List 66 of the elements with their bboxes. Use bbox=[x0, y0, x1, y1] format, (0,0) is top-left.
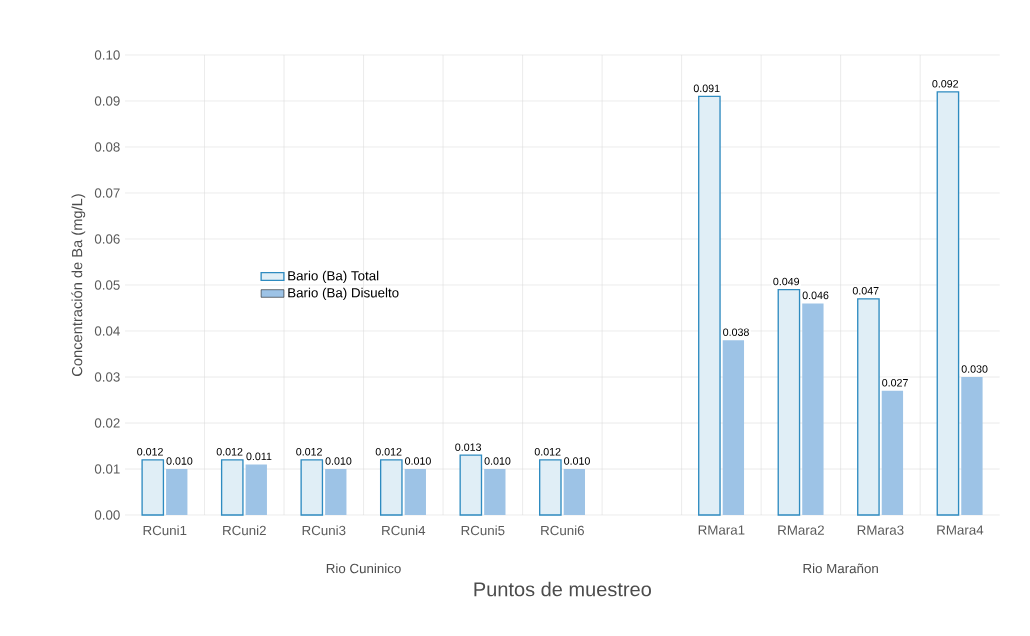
data-label: 0.047 bbox=[852, 286, 879, 295]
text: 0.09 bbox=[94, 96, 120, 106]
text: 0.07 bbox=[94, 188, 120, 198]
data-label: 0.012 bbox=[375, 447, 402, 456]
data-label: 0.013 bbox=[455, 443, 482, 451]
text: 0.10 bbox=[94, 50, 120, 60]
bar bbox=[936, 91, 960, 516]
text: 0.03 bbox=[94, 372, 120, 382]
data-label: 0.010 bbox=[166, 457, 193, 465]
bar bbox=[802, 303, 824, 515]
data-label: 0.011 bbox=[246, 452, 272, 461]
text: 0.06 bbox=[94, 234, 120, 244]
bar bbox=[698, 95, 721, 516]
x-tick-label: RCuni2 bbox=[223, 525, 266, 536]
bar bbox=[722, 340, 745, 515]
text: 0.02 bbox=[94, 418, 120, 428]
data-label: 0.027 bbox=[882, 378, 908, 387]
data-label: 0.012 bbox=[137, 447, 163, 456]
text: 0.00 bbox=[94, 510, 120, 520]
text: 0.05 bbox=[94, 280, 120, 290]
x-tick-label: RCuni6 bbox=[541, 525, 584, 536]
bar bbox=[166, 469, 188, 515]
data-label: 0.010 bbox=[325, 457, 352, 465]
y-axis-title: Concentración de Ba (mg/L) bbox=[71, 194, 86, 376]
x-tick-label: RCuni3 bbox=[302, 525, 346, 536]
data-label: 0.010 bbox=[564, 457, 590, 465]
data-label: 0.092 bbox=[932, 79, 959, 88]
bar bbox=[539, 459, 562, 516]
bar bbox=[404, 469, 426, 515]
bar bbox=[563, 469, 586, 515]
data-label: 0.049 bbox=[773, 277, 800, 286]
bar bbox=[220, 459, 244, 516]
bar bbox=[881, 390, 904, 515]
x-tick-label: RCuni4 bbox=[382, 525, 426, 536]
x-axis-title: Puntos de muestreo bbox=[474, 581, 651, 597]
bar bbox=[141, 459, 165, 516]
x-tick-label: RMara4 bbox=[937, 525, 984, 535]
text: Rio Marañon bbox=[803, 563, 878, 574]
x-tick-label: RMara1 bbox=[698, 525, 745, 535]
text: Rio Cuninico bbox=[326, 563, 401, 574]
text: 0.08 bbox=[94, 142, 120, 152]
data-label: 0.038 bbox=[723, 328, 749, 336]
data-label: 0.046 bbox=[802, 291, 829, 300]
legend-label: Bario (Ba) Total bbox=[288, 270, 379, 284]
bar bbox=[300, 459, 324, 516]
data-label: 0.012 bbox=[296, 447, 322, 456]
bar bbox=[484, 469, 506, 515]
bar bbox=[379, 459, 403, 516]
data-label: 0.010 bbox=[405, 457, 431, 465]
bar bbox=[459, 454, 483, 516]
text: 0.01 bbox=[94, 464, 120, 474]
legend-label: Bario (Ba) Disuelto bbox=[288, 287, 399, 301]
x-tick-label: RMara2 bbox=[778, 525, 824, 535]
bar bbox=[857, 298, 880, 516]
x-tick-label: RCuni5 bbox=[461, 525, 505, 536]
data-label: 0.030 bbox=[961, 365, 988, 373]
bar bbox=[325, 469, 347, 515]
data-label: 0.012 bbox=[534, 447, 561, 456]
x-tick-label: RMara3 bbox=[857, 525, 904, 535]
data-label: 0.010 bbox=[484, 457, 511, 465]
bar bbox=[245, 464, 267, 515]
bar bbox=[961, 377, 983, 515]
data-label: 0.012 bbox=[216, 447, 243, 456]
text: 0.04 bbox=[94, 326, 120, 336]
x-tick-label: RCuni1 bbox=[143, 525, 187, 536]
data-label: 0.091 bbox=[693, 84, 720, 93]
